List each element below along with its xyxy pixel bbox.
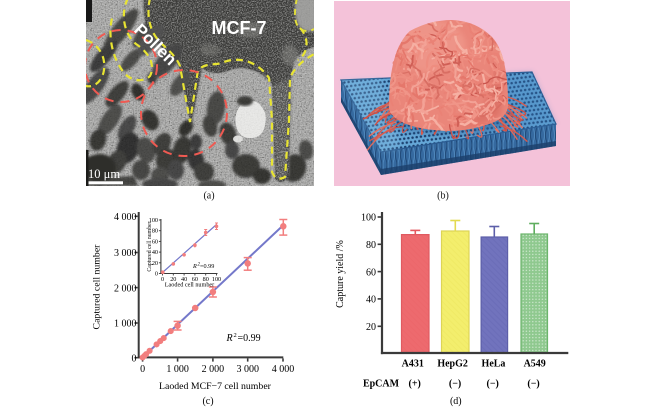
svg-text:(c): (c) <box>202 396 213 407</box>
svg-text:HeLa: HeLa <box>482 359 506 370</box>
svg-text:2 000: 2 000 <box>202 364 225 375</box>
svg-text:R: R <box>226 333 233 344</box>
svg-text:20: 20 <box>366 322 376 333</box>
svg-text:Laoded cell number: Laoded cell number <box>165 282 214 289</box>
svg-text:4 000: 4 000 <box>114 212 137 223</box>
svg-text:80: 80 <box>366 240 376 251</box>
svg-text:80: 80 <box>203 276 209 283</box>
svg-text:0: 0 <box>155 271 158 278</box>
svg-text:0: 0 <box>161 276 164 283</box>
svg-text:HepG2: HepG2 <box>437 359 468 370</box>
svg-text:0: 0 <box>140 364 145 375</box>
svg-text:(−): (−) <box>527 378 539 389</box>
svg-text:3 000: 3 000 <box>114 248 137 259</box>
svg-text:100: 100 <box>361 213 376 224</box>
svg-text:R: R <box>192 263 197 270</box>
svg-text:60: 60 <box>192 276 198 283</box>
svg-text:(−): (−) <box>449 378 461 389</box>
svg-text:=0.99: =0.99 <box>238 333 261 344</box>
svg-text:10 μm: 10 μm <box>88 167 120 181</box>
svg-text:(−): (−) <box>487 378 499 389</box>
svg-text:(+): (+) <box>409 378 421 389</box>
svg-text:100: 100 <box>149 217 158 224</box>
svg-text:0: 0 <box>132 353 137 364</box>
svg-text:40: 40 <box>181 276 187 283</box>
svg-text:A431: A431 <box>402 359 424 370</box>
svg-text:=0.99: =0.99 <box>200 263 214 270</box>
svg-text:100: 100 <box>212 276 221 283</box>
svg-text:(a): (a) <box>203 191 214 202</box>
svg-text:40: 40 <box>366 295 376 306</box>
svg-text:1 000: 1 000 <box>166 364 189 375</box>
svg-text:1 000: 1 000 <box>114 319 137 330</box>
svg-text:4 000: 4 000 <box>272 364 295 375</box>
svg-text:20: 20 <box>152 260 158 267</box>
svg-text:80: 80 <box>152 228 158 235</box>
svg-text:Captured cell number: Captured cell number <box>147 221 153 271</box>
svg-text:A549: A549 <box>524 359 546 370</box>
svg-text:60: 60 <box>152 238 158 245</box>
svg-text:20: 20 <box>170 276 176 283</box>
svg-text:60: 60 <box>366 267 376 278</box>
svg-text:3 000: 3 000 <box>236 364 259 375</box>
svg-text:EpCAM: EpCAM <box>363 378 400 389</box>
svg-text:2 000: 2 000 <box>114 283 137 294</box>
svg-text:MCF-7: MCF-7 <box>212 18 267 38</box>
svg-text:Captured cell number: Captured cell number <box>92 244 103 330</box>
svg-text:2: 2 <box>198 263 201 268</box>
svg-text:(d): (d) <box>450 396 462 407</box>
svg-text:40: 40 <box>152 249 158 256</box>
svg-text:2: 2 <box>234 332 237 339</box>
svg-text:(b): (b) <box>437 191 449 202</box>
svg-text:Capture yield /%: Capture yield /% <box>335 240 346 308</box>
svg-text:Laoded MCF−7 cell number: Laoded MCF−7 cell number <box>159 381 272 392</box>
